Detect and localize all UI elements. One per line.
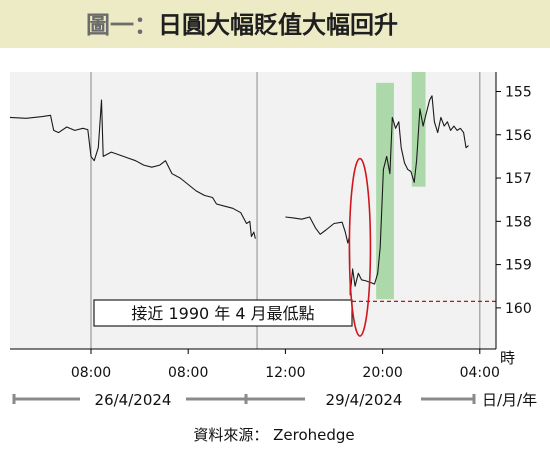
date-label-1: 26/4/2024: [95, 391, 172, 409]
x-tick-label-3: 20:00: [362, 365, 402, 381]
x-tick-label-0: 08:00: [71, 365, 111, 381]
source-text: 資料來源： Zerohedge: [193, 426, 354, 444]
y-tick-label-155: 155: [505, 84, 532, 100]
y-tick-label-159: 159: [505, 258, 532, 274]
y-tick-label-160: 160: [505, 301, 532, 317]
series-0-segment-1: [285, 95, 469, 296]
x-tick-label-1: 08:00: [168, 365, 208, 381]
chart-title: 圖一：日圓大幅貶值大幅回升: [86, 11, 398, 39]
low-point-ellipse: [348, 157, 372, 337]
x-ticks: 08:00 08:00 12:00 20:00 04:00: [71, 349, 500, 381]
y-tick-label-157: 157: [505, 171, 532, 187]
x-tick-label-2: 12:00: [265, 365, 305, 381]
annotation-text: 接近 1990 年 4 月最低點: [131, 304, 314, 323]
y-tick-label-158: 158: [505, 214, 532, 230]
title-band: [0, 0, 550, 48]
y-ticks: 155 156 157 158 159 160: [496, 84, 532, 317]
title-prefix: 圖一：: [86, 11, 158, 39]
annotation-box: [93, 299, 353, 327]
price-series: [9, 95, 469, 296]
date-label-2: 29/4/2024: [326, 391, 403, 409]
x-unit-label: 日/月/年: [482, 391, 537, 409]
x-tick-label-4: 04:00: [460, 365, 500, 381]
series-0-segment-0: [9, 99, 256, 239]
title-main: 日圓大幅貶值大幅回升: [158, 11, 398, 39]
y-unit-label: 時: [500, 349, 515, 367]
y-tick-label-156: 156: [505, 128, 532, 144]
